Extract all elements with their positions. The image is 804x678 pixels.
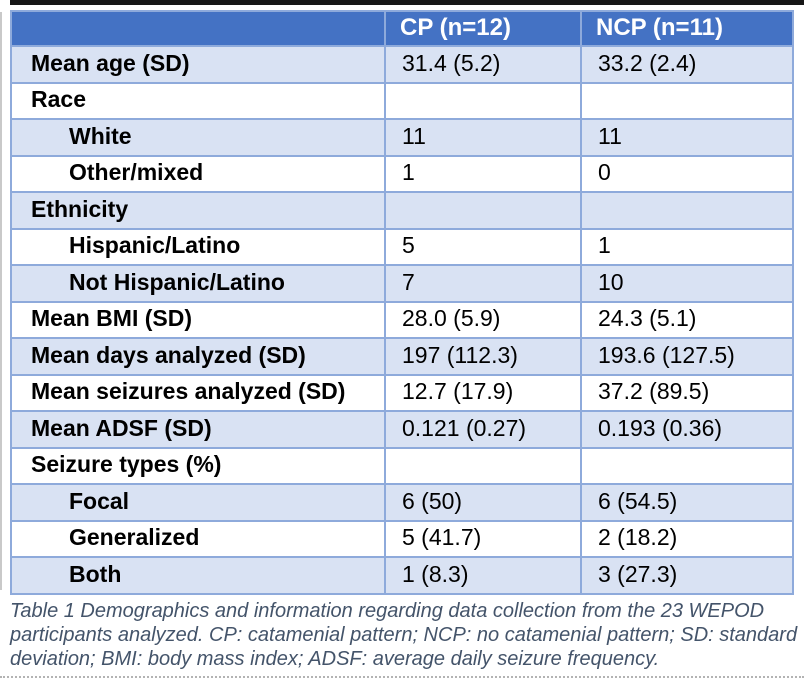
table-row: Mean BMI (SD) 28.0 (5.9) 24.3 (5.1) bbox=[10, 300, 794, 339]
cp-value bbox=[384, 191, 582, 230]
table-row: Ethnicity bbox=[10, 191, 794, 230]
row-label: Mean days analyzed (SD) bbox=[10, 337, 386, 376]
table-row: Generalized 5 (41.7) 2 (18.2) bbox=[10, 519, 794, 558]
row-label: Other/mixed bbox=[10, 154, 386, 193]
header-row: CP (n=12) NCP (n=11) bbox=[10, 10, 794, 47]
ncp-value: 193.6 (127.5) bbox=[580, 337, 794, 376]
table-caption: Table 1 Demographics and information reg… bbox=[10, 600, 798, 670]
row-label: Not Hispanic/Latino bbox=[10, 264, 386, 303]
ncp-value bbox=[580, 191, 794, 230]
table-row: Mean age (SD) 31.4 (5.2) 33.2 (2.4) bbox=[10, 45, 794, 84]
row-label: Mean ADSF (SD) bbox=[10, 410, 386, 449]
cp-value: 12.7 (17.9) bbox=[384, 373, 582, 412]
row-label: Mean seizures analyzed (SD) bbox=[10, 373, 386, 412]
column-header-cp: CP (n=12) bbox=[384, 10, 582, 47]
cp-value: 7 bbox=[384, 264, 582, 303]
cp-value: 6 (50) bbox=[384, 483, 582, 522]
row-label: Both bbox=[10, 556, 386, 595]
cp-value: 0.121 (0.27) bbox=[384, 410, 582, 449]
row-label: Race bbox=[10, 81, 386, 120]
row-label: Seizure types (%) bbox=[10, 446, 386, 485]
table-row: Focal 6 (50) 6 (54.5) bbox=[10, 483, 794, 522]
cp-value: 11 bbox=[384, 118, 582, 157]
ncp-value: 10 bbox=[580, 264, 794, 303]
ncp-value: 24.3 (5.1) bbox=[580, 300, 794, 339]
table-row: Race bbox=[10, 81, 794, 120]
left-edge-artifact bbox=[0, 12, 2, 590]
row-label: Generalized bbox=[10, 519, 386, 558]
row-label: White bbox=[10, 118, 386, 157]
cp-value: 197 (112.3) bbox=[384, 337, 582, 376]
table-row: Mean seizures analyzed (SD) 12.7 (17.9) 37… bbox=[10, 373, 794, 412]
cp-value bbox=[384, 81, 582, 120]
ncp-value: 1 bbox=[580, 227, 794, 266]
row-label: Mean age (SD) bbox=[10, 45, 386, 84]
cp-value: 5 bbox=[384, 227, 582, 266]
row-label: Focal bbox=[10, 483, 386, 522]
table-row: White 11 11 bbox=[10, 118, 794, 157]
demographics-table: CP (n=12) NCP (n=11) Mean age (SD) 31.4 (… bbox=[10, 10, 794, 595]
top-rule-line bbox=[10, 0, 804, 5]
table-row: Not Hispanic/Latino 7 10 bbox=[10, 264, 794, 303]
table-row: Seizure types (%) bbox=[10, 446, 794, 485]
table-body: Mean age (SD) 31.4 (5.2) 33.2 (2.4) Race Whi… bbox=[10, 45, 794, 595]
cp-value: 1 bbox=[384, 154, 582, 193]
column-header-ncp: NCP (n=11) bbox=[580, 10, 794, 47]
cp-value bbox=[384, 446, 582, 485]
row-label: Ethnicity bbox=[10, 191, 386, 230]
cp-value: 28.0 (5.9) bbox=[384, 300, 582, 339]
row-label: Hispanic/Latino bbox=[10, 227, 386, 266]
ncp-value: 3 (27.3) bbox=[580, 556, 794, 595]
ncp-value bbox=[580, 446, 794, 485]
ncp-value bbox=[580, 81, 794, 120]
ncp-value: 33.2 (2.4) bbox=[580, 45, 794, 84]
ncp-value: 0 bbox=[580, 154, 794, 193]
cp-value: 1 (8.3) bbox=[384, 556, 582, 595]
cp-value: 5 (41.7) bbox=[384, 519, 582, 558]
ncp-value: 6 (54.5) bbox=[580, 483, 794, 522]
column-header-blank bbox=[10, 10, 386, 47]
table-row: Mean ADSF (SD) 0.121 (0.27) 0.193 (0.36) bbox=[10, 410, 794, 449]
cp-value: 31.4 (5.2) bbox=[384, 45, 582, 84]
ncp-value: 11 bbox=[580, 118, 794, 157]
table-row: Both 1 (8.3) 3 (27.3) bbox=[10, 556, 794, 595]
table-row: Hispanic/Latino 5 1 bbox=[10, 227, 794, 266]
table-row: Other/mixed 1 0 bbox=[10, 154, 794, 193]
table-row: Mean days analyzed (SD) 197 (112.3) 193.6 … bbox=[10, 337, 794, 376]
ncp-value: 37.2 (89.5) bbox=[580, 373, 794, 412]
row-label: Mean BMI (SD) bbox=[10, 300, 386, 339]
bottom-dotted-edge bbox=[0, 676, 804, 678]
ncp-value: 2 (18.2) bbox=[580, 519, 794, 558]
ncp-value: 0.193 (0.36) bbox=[580, 410, 794, 449]
